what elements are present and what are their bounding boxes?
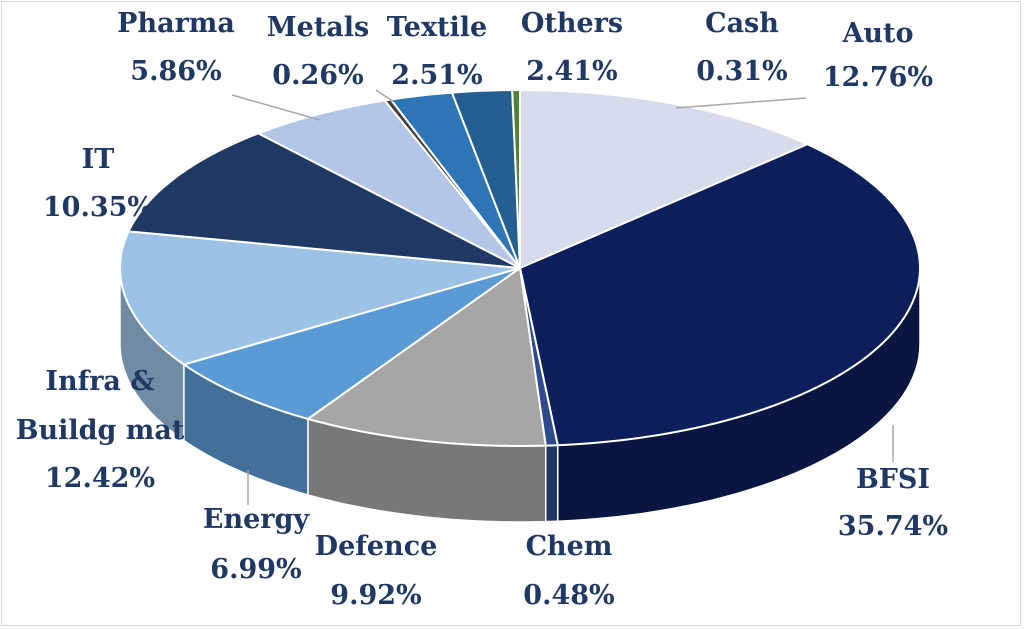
label-value-energy: 6.99% (210, 554, 301, 585)
label-value-pharma: 5.86% (130, 56, 221, 87)
label-value-defence: 9.92% (330, 580, 421, 611)
label-value-textile: 2.51% (391, 60, 482, 91)
label-name-bfsi: BFSI (856, 464, 930, 495)
label-name-pharma: Pharma (117, 8, 235, 39)
pie-side-walls (119, 267, 921, 523)
label-value-auto: 12.76% (823, 62, 933, 93)
label-name-cash: Cash (705, 8, 779, 39)
slice-bfsi (519, 143, 921, 447)
label-value-it: 10.35% (43, 192, 153, 223)
label-name-energy: Energy (203, 504, 310, 535)
label-value-cash: 0.31% (696, 56, 787, 87)
label-name-textile: Textile (387, 12, 487, 43)
slice-energy (182, 267, 521, 420)
label-value-infra-buildg-mat: 12.42% (45, 463, 155, 494)
label-value-others: 2.41% (526, 56, 617, 87)
leader-line-metals (375, 89, 395, 103)
slice-auto (519, 89, 809, 269)
leader-line-pharma (231, 94, 321, 121)
slice-cash (511, 89, 521, 269)
slice-others (450, 89, 521, 269)
label-value-bfsi: 35.74% (838, 511, 948, 542)
label-name-auto: Auto (841, 18, 913, 49)
label-name-infra-buildg-mat: Buildg mat (16, 415, 185, 446)
leader-line-auto (675, 97, 807, 109)
slice-infra-buildg-mat (119, 230, 521, 366)
label-name-infra-buildg-mat: Infra & (45, 366, 154, 397)
label-name-defence: Defence (315, 531, 438, 562)
slice-it (127, 132, 521, 269)
data-labels: Auto 12.76% BFSI 35.74% Chem 0.48% Defence 9.92… (16, 8, 948, 611)
slice-pharma (257, 99, 521, 269)
label-name-it: IT (82, 144, 115, 175)
label-name-others: Others (521, 8, 623, 39)
slice-textile (389, 91, 521, 269)
label-value-metals: 0.26% (272, 60, 363, 91)
label-value-chem: 0.48% (523, 580, 614, 611)
slice-side-chem (544, 444, 559, 523)
pie-top-faces (119, 89, 921, 447)
label-name-chem: Chem (526, 531, 613, 562)
label-name-metals: Metals (267, 12, 370, 43)
slice-defence (306, 267, 547, 447)
